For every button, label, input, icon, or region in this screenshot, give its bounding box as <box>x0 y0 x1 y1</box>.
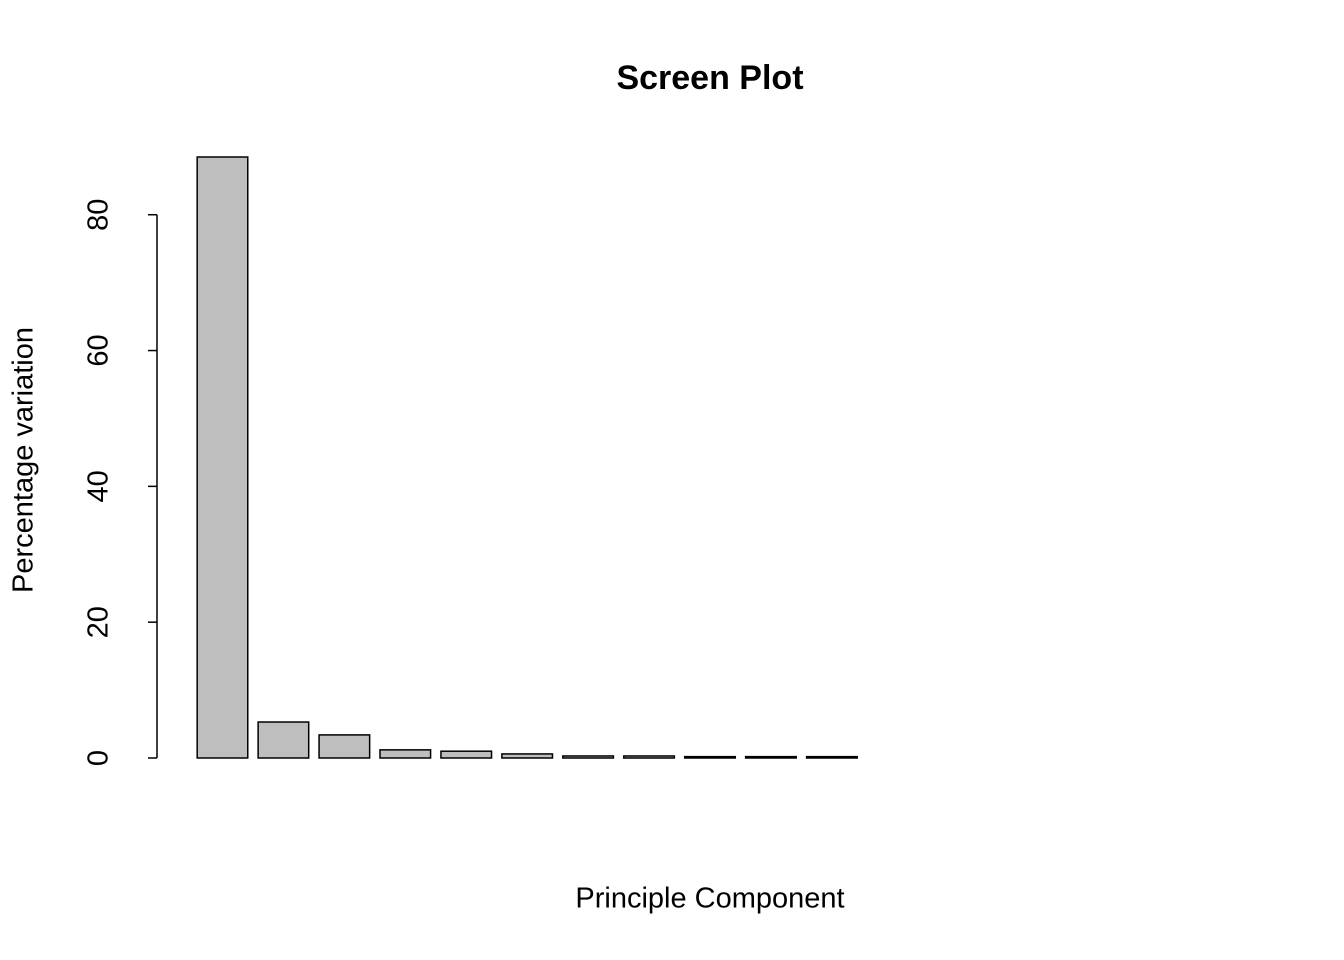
bar <box>501 753 554 759</box>
x-axis-label: Principle Component <box>575 883 844 915</box>
bar <box>744 755 797 759</box>
bar <box>623 755 676 759</box>
bar <box>318 734 371 759</box>
y-tick-label: 20 <box>83 606 115 638</box>
y-tick-label: 0 <box>83 750 115 766</box>
bar <box>562 755 615 759</box>
bar <box>805 755 858 759</box>
bar <box>379 749 432 759</box>
y-tick-label: 60 <box>83 334 115 366</box>
bar <box>257 721 310 759</box>
y-tick-label: 40 <box>83 470 115 502</box>
bar <box>440 750 493 759</box>
bar <box>683 755 737 759</box>
y-tick-label: 80 <box>83 199 115 231</box>
y-axis-label: Percentage variation <box>8 327 40 593</box>
chart-title: Screen Plot <box>616 59 803 97</box>
bar <box>196 156 249 759</box>
